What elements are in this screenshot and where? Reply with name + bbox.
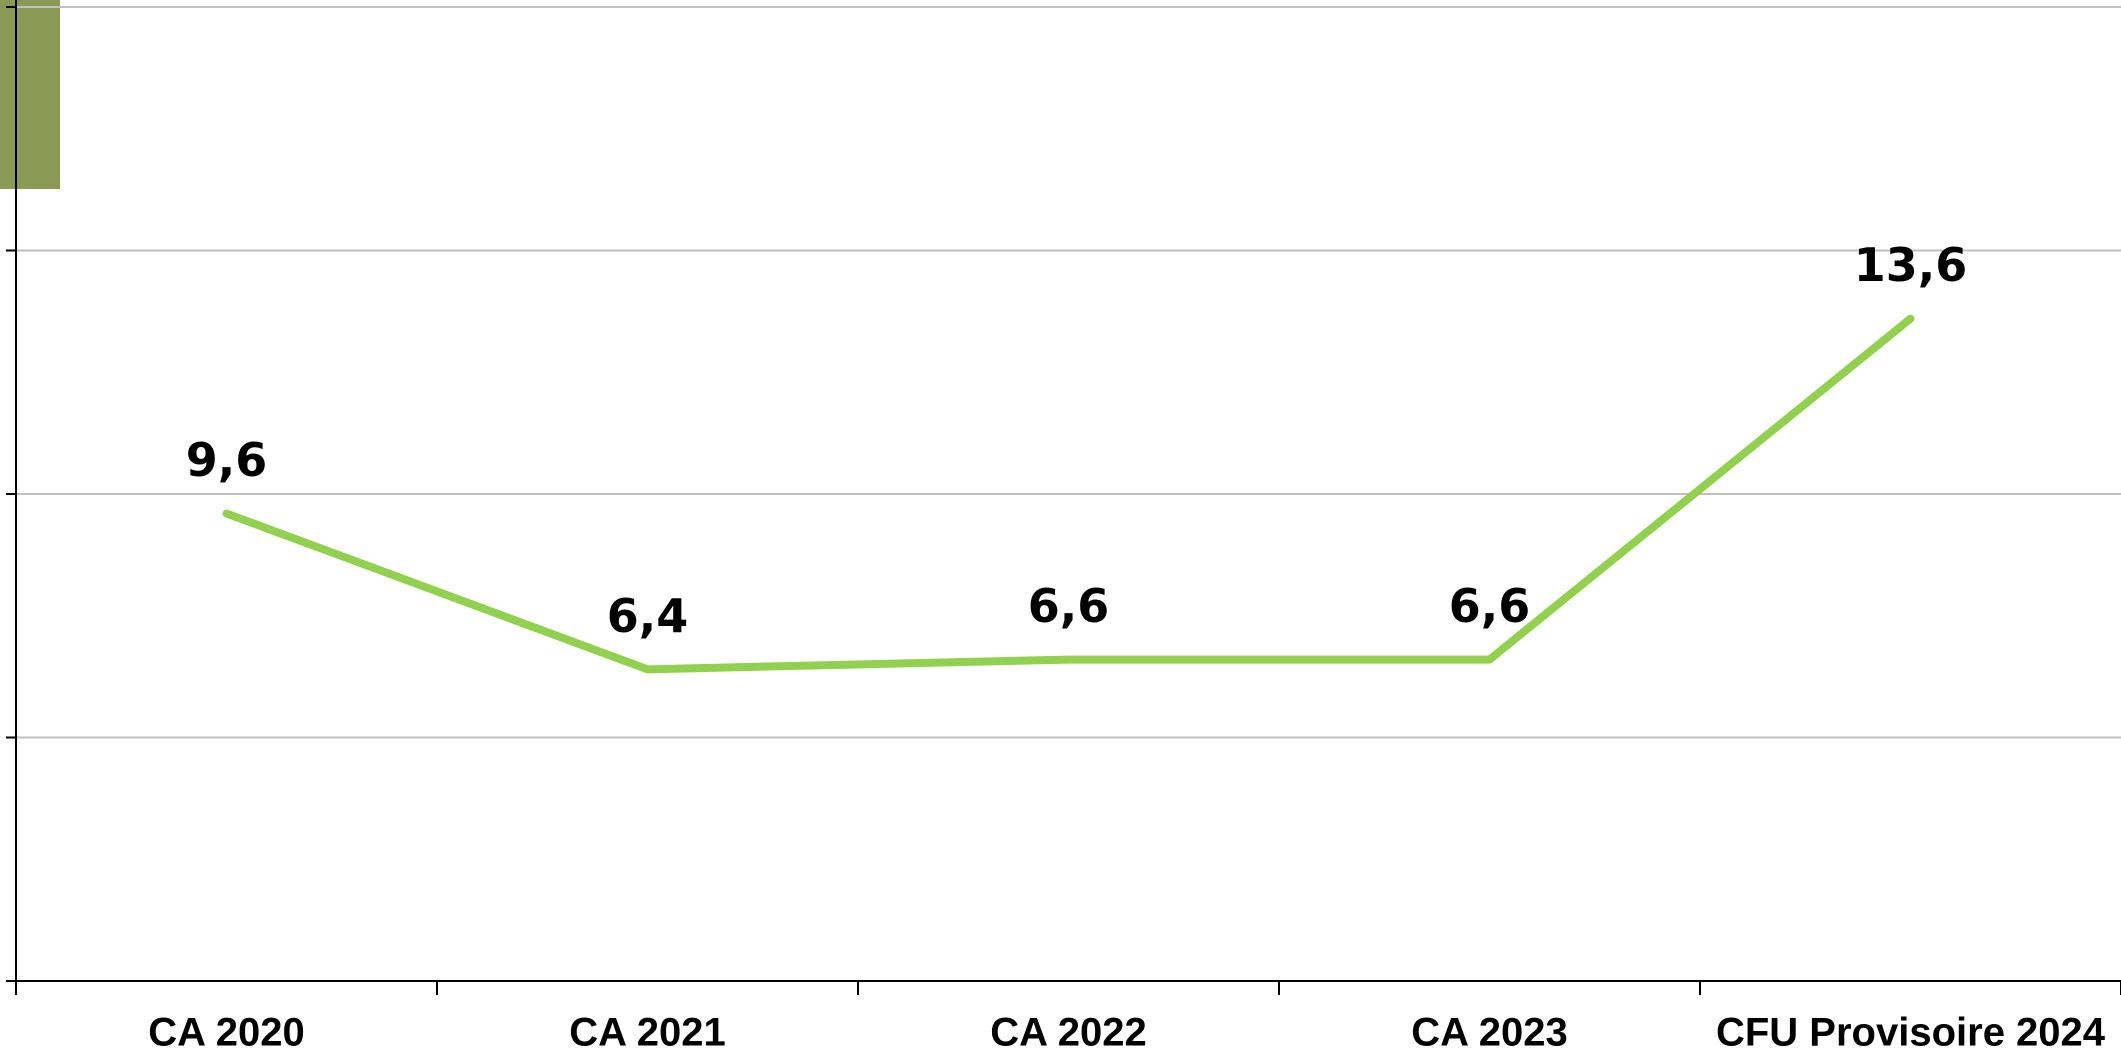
data-label: 6,6 — [1028, 579, 1110, 633]
data-label: 6,6 — [1449, 579, 1531, 633]
legend-swatch — [0, 0, 60, 189]
x-tick-label: CA 2023 — [1411, 1011, 1567, 1055]
x-tick-label: CFU Provisoire 2024 — [1716, 1011, 2106, 1055]
x-tick-label: CA 2022 — [990, 1011, 1146, 1055]
x-tick-label: CA 2021 — [569, 1011, 725, 1055]
data-label: 9,6 — [186, 433, 268, 487]
data-label: 13,6 — [1854, 238, 1968, 292]
series-line — [222, 314, 1915, 674]
x-tick-label: CA 2020 — [148, 1011, 304, 1055]
data-label: 6,4 — [607, 589, 689, 643]
